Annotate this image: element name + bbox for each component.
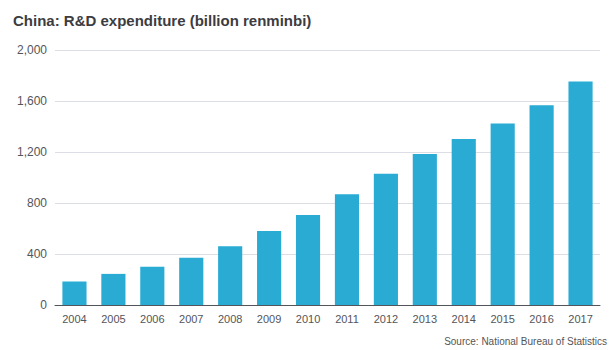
svg-text:0: 0 [40, 298, 47, 312]
svg-text:2015: 2015 [490, 313, 514, 325]
svg-text:800: 800 [27, 196, 47, 210]
svg-text:2005: 2005 [101, 313, 125, 325]
svg-text:1,200: 1,200 [17, 145, 47, 159]
svg-text:2007: 2007 [179, 313, 203, 325]
svg-text:China: R&D expenditure (billio: China: R&D expenditure (billion renminbi… [13, 12, 311, 29]
svg-text:2012: 2012 [374, 313, 398, 325]
svg-text:2,000: 2,000 [17, 43, 47, 57]
svg-text:2009: 2009 [257, 313, 281, 325]
svg-text:1,600: 1,600 [17, 94, 47, 108]
svg-text:2010: 2010 [296, 313, 320, 325]
svg-text:Source: National Bureau of Sta: Source: National Bureau of Statistics [444, 336, 607, 347]
svg-text:2016: 2016 [529, 313, 553, 325]
svg-text:2004: 2004 [62, 313, 86, 325]
svg-text:2017: 2017 [568, 313, 592, 325]
svg-text:2008: 2008 [218, 313, 242, 325]
svg-text:2014: 2014 [452, 313, 476, 325]
svg-text:2006: 2006 [140, 313, 164, 325]
svg-text:2013: 2013 [413, 313, 437, 325]
svg-text:400: 400 [27, 247, 47, 261]
svg-text:2011: 2011 [335, 313, 359, 325]
